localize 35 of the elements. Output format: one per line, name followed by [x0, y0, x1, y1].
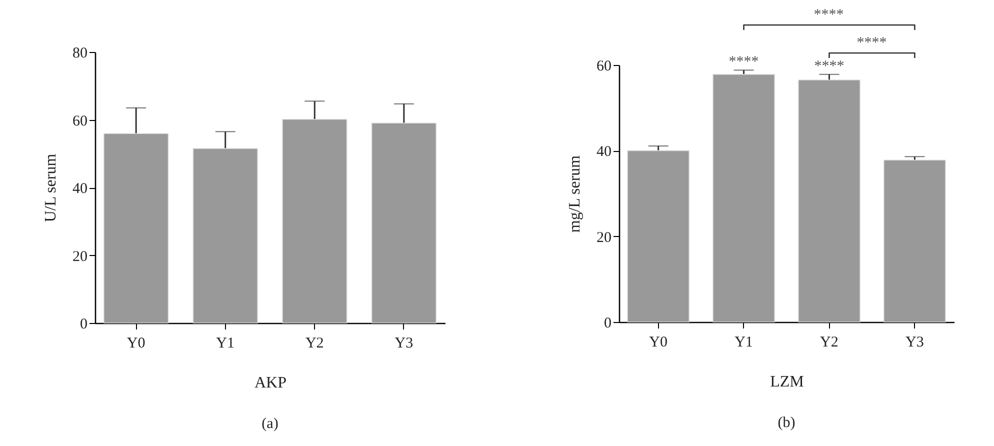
text: **** [856, 35, 887, 51]
annotation: **** [728, 54, 759, 70]
y-axis-title: U/L serum [42, 153, 60, 222]
y-tick-label: 60 [72, 113, 88, 130]
y-tick-label: 20 [596, 230, 612, 246]
text: **** [814, 7, 844, 23]
x-tick-label: Y2 [305, 336, 324, 352]
text: (a) [262, 416, 278, 432]
y-tick-label: 40 [596, 144, 612, 160]
x-tick-label: Y1 [734, 334, 753, 350]
text: (b) [778, 415, 796, 431]
bar [192, 148, 258, 324]
x-tick-label: Y3 [906, 334, 924, 350]
x-tick-label: Y0 [126, 336, 146, 352]
x-axis-title: LZM [770, 374, 804, 390]
x-axis-title: AKP [254, 374, 287, 392]
x-tick-label: Y2 [820, 334, 838, 350]
bar [712, 74, 775, 322]
bar [282, 119, 348, 324]
y-tick-label: 20 [72, 248, 88, 265]
bar [371, 122, 436, 324]
y-tick-label: 80 [72, 46, 88, 62]
x-tick-label: Y0 [649, 334, 668, 350]
bar [884, 160, 946, 322]
bar [627, 150, 690, 322]
y-tick-label: 60 [596, 58, 612, 74]
x-tick-label: Y1 [216, 336, 235, 352]
y-tick-label: 0 [604, 316, 612, 332]
bar [798, 80, 860, 322]
x-tick-label: Y3 [394, 336, 414, 352]
y-tick-label: 40 [72, 181, 88, 197]
y-axis-title: mg/L serum [566, 154, 584, 233]
y-tick-label: 0 [80, 316, 88, 332]
annotation: **** [814, 58, 844, 74]
bar [104, 133, 169, 324]
